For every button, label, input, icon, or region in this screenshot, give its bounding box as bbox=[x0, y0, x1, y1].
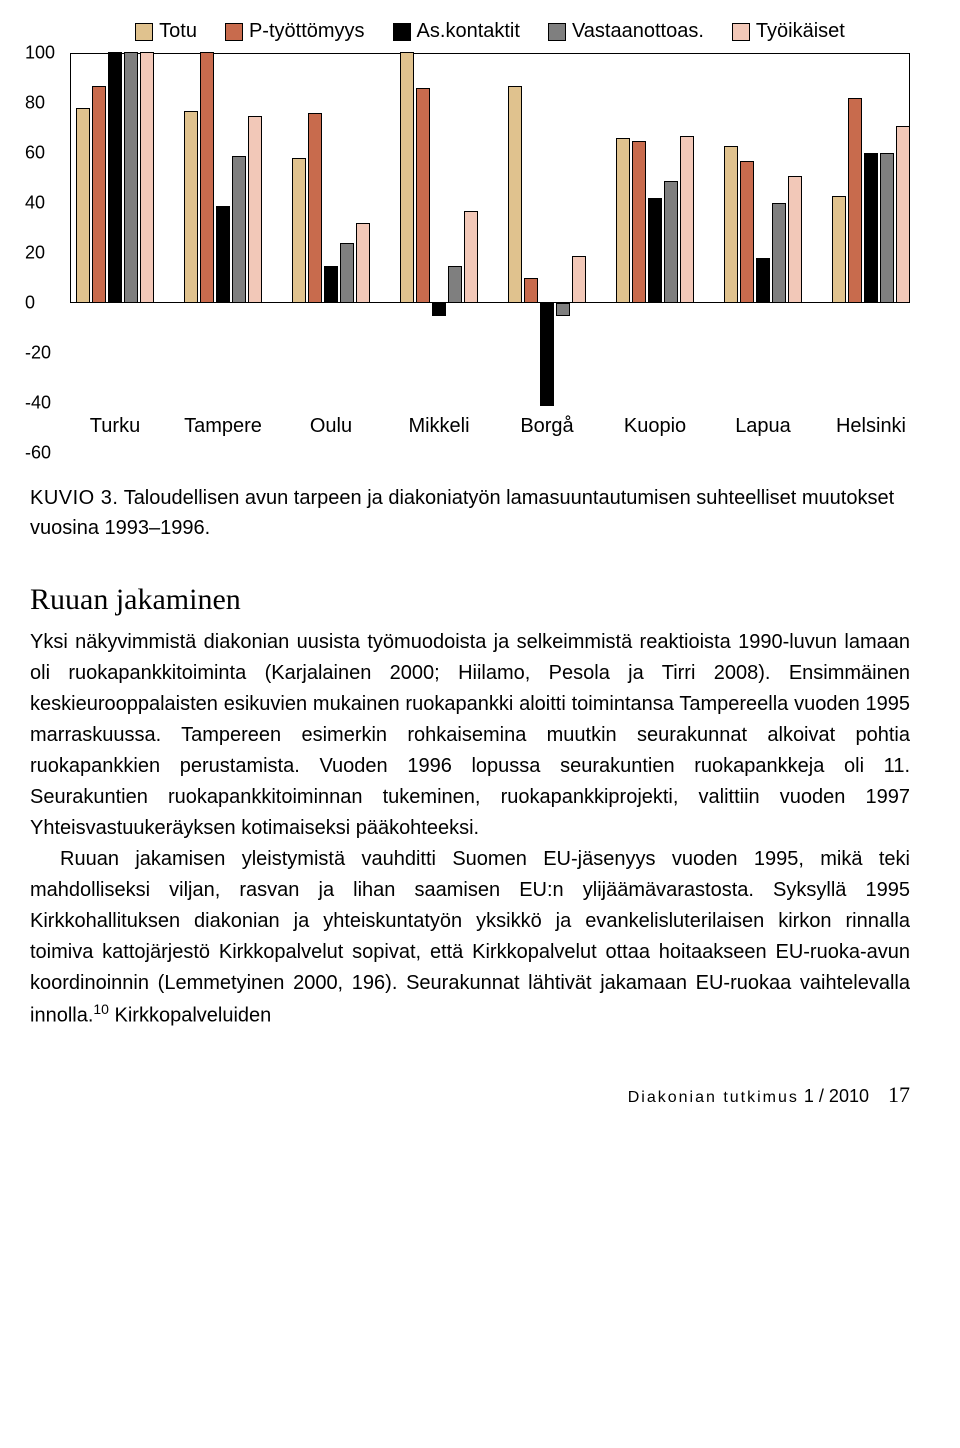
legend-item: Totu bbox=[135, 20, 197, 43]
footer-issue: 1 / 2010 bbox=[804, 1086, 869, 1106]
bar bbox=[572, 256, 586, 304]
y-tick-label: 80 bbox=[25, 93, 45, 114]
bar bbox=[76, 108, 90, 303]
plot-area: Turku Tampere Oulu Mikkeli Borgå Kuopio Lapua H… bbox=[70, 53, 910, 453]
bar bbox=[464, 211, 478, 304]
x-tick-label: Tampere bbox=[184, 415, 262, 438]
legend-item: Työikäiset bbox=[732, 20, 845, 43]
x-tick-label: Oulu bbox=[310, 415, 352, 438]
legend-swatch bbox=[548, 23, 566, 41]
y-tick-label: 20 bbox=[25, 243, 45, 264]
caption-label: KUVIO 3. bbox=[30, 487, 118, 509]
y-tick-label: -20 bbox=[25, 343, 51, 364]
legend-item: P-työttömyys bbox=[225, 20, 365, 43]
x-tick-label: Turku bbox=[90, 415, 140, 438]
footer-page-number: 17 bbox=[888, 1082, 910, 1107]
bar bbox=[200, 52, 214, 303]
legend-swatch bbox=[225, 23, 243, 41]
bar bbox=[140, 52, 154, 303]
legend-swatch bbox=[732, 23, 750, 41]
x-tick-label: Mikkeli bbox=[408, 415, 469, 438]
bar bbox=[92, 86, 106, 304]
bar bbox=[356, 223, 370, 303]
caption-text: Taloudellisen avun tarpeen ja diakoniaty… bbox=[30, 487, 894, 539]
bar bbox=[124, 52, 138, 303]
bar bbox=[248, 116, 262, 304]
bar bbox=[772, 203, 786, 303]
bar bbox=[848, 98, 862, 303]
page-footer: Diakonian tutkimus 1 / 2010 17 bbox=[30, 1082, 910, 1108]
body-text: Yksi näkyvimmistä diakonian uusista työm… bbox=[30, 627, 910, 1032]
y-tick-label: 0 bbox=[25, 293, 35, 314]
bar bbox=[632, 141, 646, 304]
bar bbox=[108, 52, 122, 303]
bar bbox=[324, 266, 338, 304]
bar bbox=[400, 52, 414, 303]
bar bbox=[556, 303, 570, 316]
bar bbox=[616, 138, 630, 303]
bar bbox=[664, 181, 678, 304]
x-tick-label: Helsinki bbox=[836, 415, 906, 438]
bar bbox=[508, 86, 522, 304]
bar bbox=[740, 161, 754, 304]
bar bbox=[416, 88, 430, 303]
bar bbox=[524, 278, 538, 303]
bar bbox=[340, 243, 354, 303]
bar bbox=[756, 258, 770, 303]
paragraph: Yksi näkyvimmistä diakonian uusista työm… bbox=[30, 627, 910, 844]
bar bbox=[680, 136, 694, 304]
bar bbox=[648, 198, 662, 303]
footer-journal: Diakonian tutkimus bbox=[628, 1089, 799, 1106]
legend-label: P-työttömyys bbox=[249, 20, 365, 43]
bar bbox=[864, 153, 878, 303]
bar bbox=[788, 176, 802, 304]
x-tick-label: Borgå bbox=[520, 415, 573, 438]
legend-swatch bbox=[135, 23, 153, 41]
legend-label: Totu bbox=[159, 20, 197, 43]
legend-swatch bbox=[393, 23, 411, 41]
legend-label: Vastaanottoas. bbox=[572, 20, 704, 43]
bar bbox=[880, 153, 894, 303]
legend-label: Työikäiset bbox=[756, 20, 845, 43]
y-tick-label: 40 bbox=[25, 193, 45, 214]
x-tick-label: Kuopio bbox=[624, 415, 686, 438]
y-tick-label: -60 bbox=[25, 443, 51, 464]
chart-legend: Totu P-työttömyys As.kontaktit Vastaanottoa… bbox=[70, 20, 910, 43]
figure-caption: KUVIO 3. Taloudellisen avun tarpeen ja d… bbox=[30, 483, 910, 543]
y-tick-label: 100 bbox=[25, 43, 55, 64]
legend-item: Vastaanottoas. bbox=[548, 20, 704, 43]
chart-container: Totu P-työttömyys As.kontaktit Vastaanottoa… bbox=[30, 20, 910, 453]
bar bbox=[432, 303, 446, 316]
section-heading: Ruuan jakaminen bbox=[30, 583, 910, 617]
bar bbox=[308, 113, 322, 303]
bar bbox=[896, 126, 910, 304]
bar bbox=[216, 206, 230, 304]
legend-label: As.kontaktit bbox=[417, 20, 520, 43]
bar bbox=[184, 111, 198, 304]
y-tick-label: -40 bbox=[25, 393, 51, 414]
bar bbox=[832, 196, 846, 304]
bar bbox=[540, 303, 554, 406]
bar bbox=[292, 158, 306, 303]
chart-plot: Turku Tampere Oulu Mikkeli Borgå Kuopio Lapua H… bbox=[70, 53, 910, 453]
x-tick-label: Lapua bbox=[735, 415, 791, 438]
bar bbox=[724, 146, 738, 304]
bar bbox=[232, 156, 246, 304]
paragraph: Ruuan jakamisen yleistymistä vauhditti S… bbox=[30, 844, 910, 1032]
bar bbox=[448, 266, 462, 304]
y-tick-label: 60 bbox=[25, 143, 45, 164]
legend-item: As.kontaktit bbox=[393, 20, 520, 43]
